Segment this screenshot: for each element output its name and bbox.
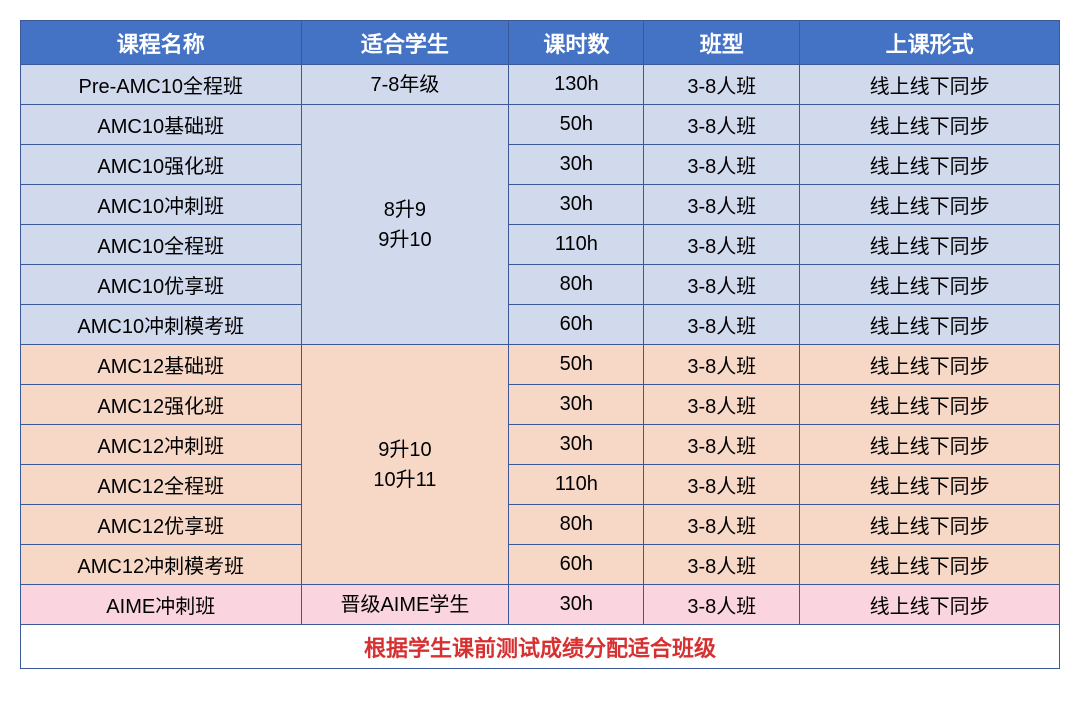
cell-mode: 线上线下同步	[800, 345, 1060, 385]
cell-classtype: 3-8人班	[644, 185, 800, 225]
header-course: 课程名称	[21, 21, 302, 65]
cell-classtype: 3-8人班	[644, 105, 800, 145]
cell-hours: 80h	[509, 265, 644, 305]
cell-hours: 30h	[509, 425, 644, 465]
table-row: AMC10冲刺班 30h3-8人班线上线下同步	[21, 185, 1060, 225]
cell-hours: 60h	[509, 545, 644, 585]
cell-classtype: 3-8人班	[644, 225, 800, 265]
cell-course: AMC12优享班	[21, 505, 302, 545]
cell-mode: 线上线下同步	[800, 505, 1060, 545]
cell-classtype: 3-8人班	[644, 345, 800, 385]
cell-hours: 110h	[509, 465, 644, 505]
cell-mode: 线上线下同步	[800, 545, 1060, 585]
cell-course: AMC10全程班	[21, 225, 302, 265]
cell-hours: 30h	[509, 385, 644, 425]
cell-course: AMC12冲刺班	[21, 425, 302, 465]
cell-course: AMC12基础班	[21, 345, 302, 385]
cell-hours: 130h	[509, 65, 644, 105]
cell-classtype: 3-8人班	[644, 585, 800, 625]
cell-student: 7-8年级	[301, 65, 509, 105]
cell-classtype: 3-8人班	[644, 425, 800, 465]
header-mode: 上课形式	[800, 21, 1060, 65]
cell-student: 晋级AIME学生	[301, 585, 509, 625]
cell-classtype: 3-8人班	[644, 465, 800, 505]
cell-course: AMC10优享班	[21, 265, 302, 305]
cell-course: AMC12强化班	[21, 385, 302, 425]
cell-mode: 线上线下同步	[800, 225, 1060, 265]
cell-course: AMC12冲刺模考班	[21, 545, 302, 585]
cell-hours: 110h	[509, 225, 644, 265]
cell-mode: 线上线下同步	[800, 305, 1060, 345]
cell-classtype: 3-8人班	[644, 145, 800, 185]
table-row: AMC10基础班8升99升1050h3-8人班线上线下同步	[21, 105, 1060, 145]
cell-classtype: 3-8人班	[644, 305, 800, 345]
cell-mode: 线上线下同步	[800, 105, 1060, 145]
table-row: AIME冲刺班晋级AIME学生30h3-8人班线上线下同步	[21, 585, 1060, 625]
header-hours: 课时数	[509, 21, 644, 65]
cell-hours: 50h	[509, 105, 644, 145]
cell-mode: 线上线下同步	[800, 185, 1060, 225]
cell-classtype: 3-8人班	[644, 505, 800, 545]
cell-course: AIME冲刺班	[21, 585, 302, 625]
cell-course: AMC10冲刺模考班	[21, 305, 302, 345]
table-footer-row: 根据学生课前测试成绩分配适合班级	[21, 625, 1060, 669]
cell-course: AMC10冲刺班	[21, 185, 302, 225]
course-table: 课程名称 适合学生 课时数 班型 上课形式 Pre-AMC10全程班7-8年级1…	[20, 20, 1060, 669]
cell-mode: 线上线下同步	[800, 425, 1060, 465]
table-row: AMC10全程班 110h3-8人班线上线下同步	[21, 225, 1060, 265]
cell-hours: 80h	[509, 505, 644, 545]
cell-mode: 线上线下同步	[800, 385, 1060, 425]
table-row: Pre-AMC10全程班7-8年级130h3-8人班线上线下同步	[21, 65, 1060, 105]
cell-hours: 30h	[509, 185, 644, 225]
table-row: AMC10冲刺模考班 60h3-8人班线上线下同步	[21, 305, 1060, 345]
cell-mode: 线上线下同步	[800, 265, 1060, 305]
cell-hours: 50h	[509, 345, 644, 385]
cell-mode: 线上线下同步	[800, 585, 1060, 625]
table-row: AMC12冲刺模考班 60h3-8人班线上线下同步	[21, 545, 1060, 585]
cell-student: 9升1010升11	[301, 345, 509, 585]
table-row: AMC12优享班 80h3-8人班线上线下同步	[21, 505, 1060, 545]
cell-course: AMC10强化班	[21, 145, 302, 185]
table-row: AMC10优享班 80h3-8人班线上线下同步	[21, 265, 1060, 305]
table-row: AMC12全程班 110h3-8人班线上线下同步	[21, 465, 1060, 505]
cell-classtype: 3-8人班	[644, 545, 800, 585]
footer-note: 根据学生课前测试成绩分配适合班级	[21, 625, 1060, 669]
cell-classtype: 3-8人班	[644, 65, 800, 105]
table-row: AMC12冲刺班 30h3-8人班线上线下同步	[21, 425, 1060, 465]
header-student: 适合学生	[301, 21, 509, 65]
cell-course: AMC10基础班	[21, 105, 302, 145]
cell-course: AMC12全程班	[21, 465, 302, 505]
table-row: AMC12基础班9升1010升1150h3-8人班线上线下同步	[21, 345, 1060, 385]
table-row: AMC12强化班 30h3-8人班线上线下同步	[21, 385, 1060, 425]
cell-classtype: 3-8人班	[644, 265, 800, 305]
cell-hours: 30h	[509, 145, 644, 185]
header-classtype: 班型	[644, 21, 800, 65]
cell-hours: 30h	[509, 585, 644, 625]
cell-student: 8升99升10	[301, 105, 509, 345]
table-header-row: 课程名称 适合学生 课时数 班型 上课形式	[21, 21, 1060, 65]
cell-classtype: 3-8人班	[644, 385, 800, 425]
table-row: AMC10强化班 30h3-8人班线上线下同步	[21, 145, 1060, 185]
cell-hours: 60h	[509, 305, 644, 345]
cell-course: Pre-AMC10全程班	[21, 65, 302, 105]
cell-mode: 线上线下同步	[800, 65, 1060, 105]
cell-mode: 线上线下同步	[800, 145, 1060, 185]
cell-mode: 线上线下同步	[800, 465, 1060, 505]
